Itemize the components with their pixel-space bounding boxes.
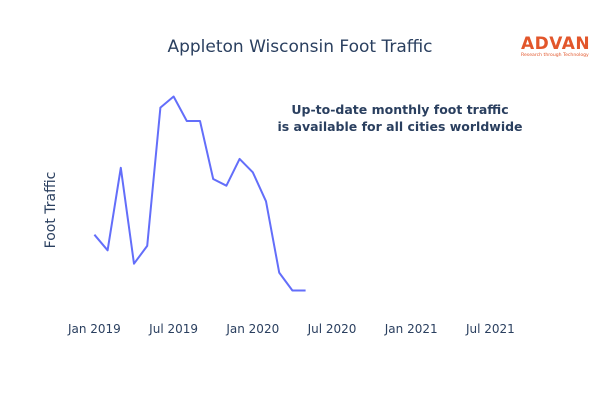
series-layer [93, 95, 306, 292]
x-axis-ticks: Jan 2019 Jul 2019 Jan 2020 Jul 2020 Jan 2021… [67, 322, 515, 336]
x-tick-label: Jan 2020 [225, 322, 279, 336]
advan-logo: ADVAN Research through Technology [521, 34, 590, 58]
chart-title: Appleton Wisconsin Foot Traffic [167, 37, 432, 57]
logo-tagline: Research through Technology [521, 52, 589, 58]
y-axis-title: Foot Traffic [43, 172, 59, 249]
x-tick-label: Jan 2019 [67, 322, 121, 336]
x-tick-label: Jul 2019 [148, 322, 198, 336]
x-tick-label: Jul 2020 [307, 322, 357, 336]
series-line [93, 95, 306, 292]
logo-wordmark: ADVAN [521, 34, 590, 54]
annotation-line-2: is available for all cities worldwide [277, 119, 522, 134]
x-tick-label: Jul 2021 [465, 322, 515, 336]
x-tick-label: Jan 2021 [384, 322, 438, 336]
annotation-line-1: Up-to-date monthly foot traffic [291, 102, 508, 117]
